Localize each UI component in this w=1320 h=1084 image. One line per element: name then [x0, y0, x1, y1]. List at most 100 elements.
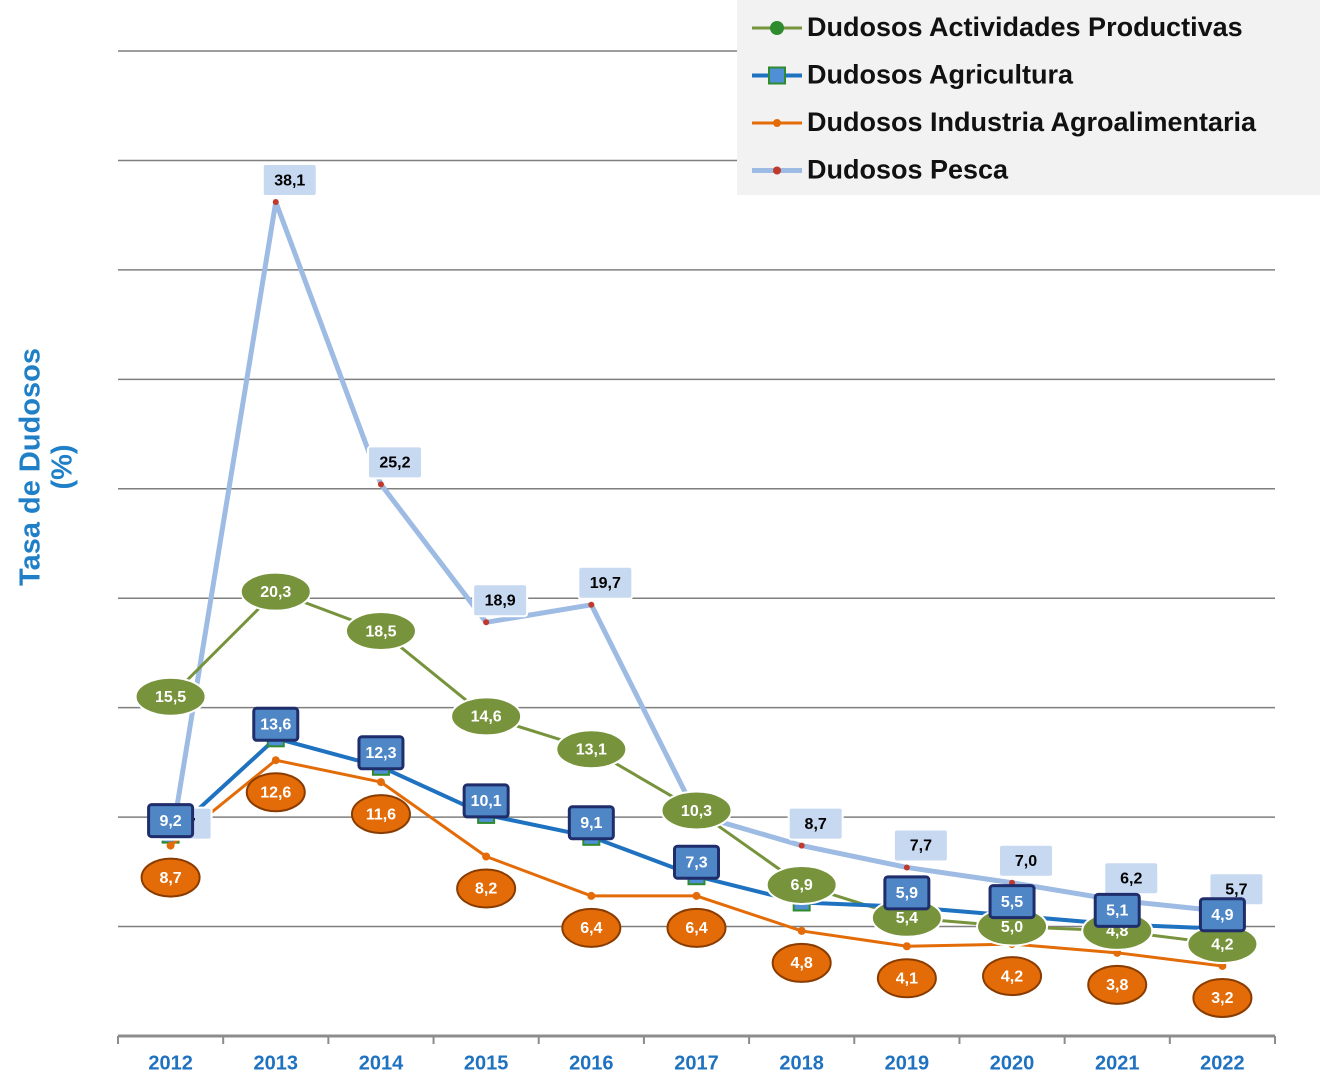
- data-label-bg: [666, 907, 727, 948]
- data-label: 8,7: [787, 806, 844, 841]
- marker: [271, 756, 280, 765]
- data-label-bg: [134, 676, 207, 717]
- marker: [377, 481, 384, 488]
- data-label-text: 5,0: [1001, 919, 1023, 936]
- data-label: 6,9: [765, 864, 838, 905]
- data-label: 25,2: [366, 445, 423, 480]
- data-label: 15,5: [134, 676, 207, 717]
- data-label-text: 7,3: [685, 854, 707, 871]
- data-label-bg: [261, 163, 318, 198]
- marker: [692, 891, 701, 900]
- marker: [902, 942, 911, 951]
- y-axis-title-line: Tasa de Dudosos: [15, 348, 47, 586]
- legend-label: Dudosos Pesca: [807, 155, 1009, 185]
- data-label-text: 9,1: [580, 815, 602, 832]
- legend-marker: [768, 66, 786, 85]
- grid: [118, 50, 1275, 1038]
- data-label-text: 25,2: [379, 455, 410, 472]
- data-label: 14,6: [450, 696, 523, 737]
- data-label-bg: [988, 884, 1036, 920]
- data-label-text: 13,1: [576, 741, 607, 758]
- y-axis-title-line: (%): [47, 444, 79, 489]
- y-axis-title: Tasa de Dudosos (%): [15, 348, 79, 586]
- data-label-text: 8,7: [805, 816, 827, 833]
- data-label-bg: [450, 696, 523, 737]
- marker: [483, 619, 490, 626]
- data-label-bg: [982, 956, 1043, 997]
- x-tick-label: 2021: [1095, 1052, 1140, 1074]
- marker: [587, 891, 596, 900]
- x-tick-label: 2015: [464, 1052, 509, 1074]
- data-label: 11,6: [350, 794, 411, 835]
- data-label-text: 4,2: [1211, 936, 1233, 953]
- marker: [797, 926, 806, 935]
- marker: [482, 852, 491, 861]
- data-label: 12,6: [245, 772, 306, 813]
- series-line: [169, 736, 1223, 931]
- data-label-text: 20,3: [260, 584, 291, 601]
- data-label: 13,1: [555, 729, 628, 770]
- marker: [272, 199, 279, 206]
- data-label-text: 13,6: [260, 717, 291, 734]
- data-label-text: 3,2: [1211, 990, 1233, 1007]
- data-label-text: 9,2: [159, 813, 181, 830]
- marker: [376, 778, 385, 787]
- legend-marker: [770, 21, 784, 35]
- data-label-bg: [1192, 977, 1253, 1018]
- data-label-text: 5,9: [896, 885, 918, 902]
- x-tick-label: 2012: [148, 1052, 193, 1074]
- data-label-text: 7,0: [1015, 853, 1037, 870]
- data-label-bg: [660, 790, 733, 831]
- data-label-text: 6,2: [1120, 871, 1142, 888]
- legend-marker: [773, 119, 781, 127]
- data-label-bg: [357, 735, 405, 771]
- data-label-text: 4,2: [1001, 968, 1023, 985]
- data-label: 19,7: [577, 565, 634, 600]
- data-label-text: 12,6: [260, 784, 291, 801]
- data-label: 4,2: [1186, 924, 1259, 965]
- data-label-text: 5,5: [1001, 894, 1023, 911]
- data-label: 4,9: [1198, 897, 1246, 933]
- data-label-bg: [462, 783, 510, 819]
- data-label-bg: [771, 942, 832, 983]
- data-label-bg: [147, 803, 195, 839]
- x-tick-label: 2017: [674, 1052, 719, 1074]
- data-label-text: 4,1: [896, 970, 918, 987]
- marker: [588, 601, 595, 608]
- marker: [903, 864, 910, 871]
- legend-marker: [773, 166, 781, 175]
- data-label: 10,1: [462, 783, 510, 819]
- data-label-bg: [561, 907, 622, 948]
- data-label-bg: [765, 864, 838, 905]
- data-label-text: 6,4: [685, 920, 707, 937]
- x-tick-label: 2022: [1200, 1052, 1245, 1074]
- data-label-text: 3,8: [1106, 977, 1128, 994]
- data-label: 5,5: [988, 884, 1036, 920]
- data-label: 8,2: [456, 868, 517, 909]
- data-label: 9,2: [147, 803, 195, 839]
- data-label-text: 4,8: [791, 955, 813, 972]
- data-label: 12,3: [357, 735, 405, 771]
- data-label-bg: [245, 772, 306, 813]
- x-tick-label: 2014: [359, 1052, 404, 1074]
- legend: Dudosos Actividades Productivas Dudosos A…: [737, 0, 1320, 195]
- data-label: 20,3: [239, 571, 312, 612]
- data-label: 38,1: [261, 163, 318, 198]
- legend-bg: [737, 0, 1320, 195]
- data-label-text: 6,9: [791, 877, 813, 894]
- legend-label: Dudosos Agricultura: [807, 60, 1074, 90]
- data-label-text: 5,7: [1225, 881, 1247, 898]
- data-label-bg: [787, 806, 844, 841]
- data-label-text: 5,1: [1106, 903, 1128, 920]
- data-label-bg: [1087, 964, 1148, 1005]
- x-tick-label: 2018: [779, 1052, 824, 1074]
- data-label-text: 7,7: [910, 838, 932, 855]
- data-label-text: 6,4: [580, 920, 602, 937]
- data-label-text: 18,9: [485, 593, 516, 610]
- data-label-bg: [366, 445, 423, 480]
- data-label: 18,9: [472, 583, 529, 618]
- data-label: 4,8: [771, 942, 832, 983]
- data-label-text: 5,4: [896, 910, 918, 927]
- data-label-bg: [892, 828, 949, 863]
